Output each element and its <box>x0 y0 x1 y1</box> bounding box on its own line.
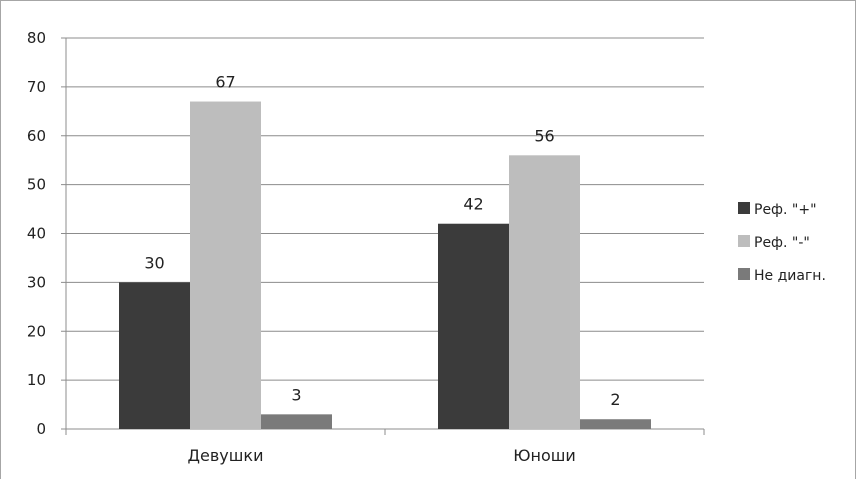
bar <box>190 101 261 429</box>
x-category-label: Девушки <box>188 446 264 465</box>
x-category-label: Юноши <box>513 446 576 465</box>
legend-swatch <box>738 268 750 280</box>
legend-label: Реф. "-" <box>754 235 810 251</box>
axes: 0 10 20 30 40 50 60 70 80 Девушки Юноши <box>27 29 705 465</box>
legend-label: Реф. "+" <box>754 202 817 218</box>
legend-swatch <box>738 235 750 247</box>
bar-value-label: 2 <box>610 390 620 409</box>
data-labels: 30 67 3 42 56 2 <box>144 73 620 410</box>
y-tick-label: 20 <box>27 322 46 340</box>
y-tick-label: 0 <box>36 420 46 438</box>
legend: Реф. "+" Реф. "-" Не диагн. <box>738 202 826 284</box>
bar <box>119 282 190 429</box>
y-tick-label: 40 <box>27 225 46 243</box>
bar <box>509 155 580 430</box>
legend-label: Не диагн. <box>754 268 826 284</box>
y-tick-label: 10 <box>27 371 46 389</box>
bar <box>261 414 332 429</box>
legend-swatch <box>738 202 750 214</box>
y-tick-label: 80 <box>27 29 46 47</box>
y-tick-label: 60 <box>27 127 46 145</box>
bars <box>119 101 651 430</box>
bar <box>438 223 509 429</box>
bar-value-label: 30 <box>144 253 164 272</box>
y-tick-label: 30 <box>27 273 46 291</box>
bar-value-label: 67 <box>215 73 235 92</box>
bar-value-label: 56 <box>534 126 554 145</box>
y-tick-label: 70 <box>27 78 46 96</box>
bar-value-label: 42 <box>463 195 483 214</box>
y-tick-label: 50 <box>27 176 46 194</box>
bar <box>580 419 651 429</box>
bar-value-label: 3 <box>291 385 301 404</box>
